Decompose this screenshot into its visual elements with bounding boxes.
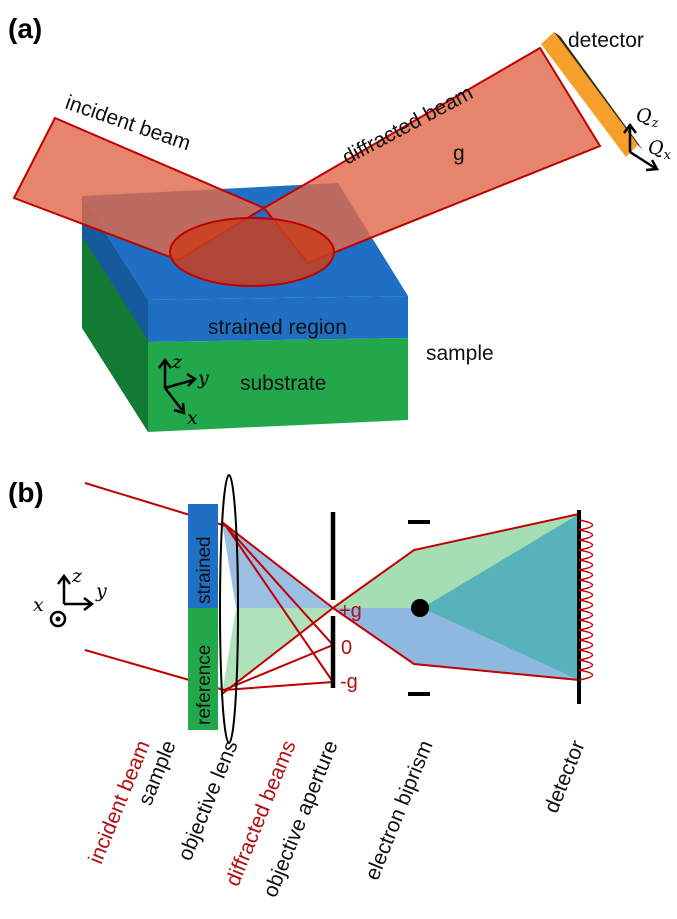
strained-front-face xyxy=(148,296,408,342)
substrate-label: substrate xyxy=(240,372,326,395)
interference-fringes xyxy=(578,519,594,681)
detector-plate xyxy=(541,32,643,157)
outer-beam-edge-bottom xyxy=(221,606,580,695)
axis-x-dot xyxy=(55,616,61,622)
substrate-front-face xyxy=(148,338,408,432)
axis-b-x-label: x xyxy=(33,594,44,616)
qx-label: Qx xyxy=(648,137,672,163)
zero-label: 0 xyxy=(341,637,352,659)
axis-b-y-label: y xyxy=(95,580,107,602)
axis-z-label: z xyxy=(171,351,183,373)
strained-side-face xyxy=(82,196,148,340)
axes-b xyxy=(49,573,95,628)
plus-g-label: +g xyxy=(339,600,362,622)
q-axes xyxy=(623,122,660,172)
strained-box xyxy=(188,504,218,608)
detector-bottom-label: detector xyxy=(540,737,590,816)
beam-overlap-region xyxy=(422,514,579,680)
qz-label: Qz xyxy=(636,105,659,131)
strained-label: strained xyxy=(194,536,215,604)
detector-label: detector xyxy=(568,29,644,52)
outer-beam-edge-top xyxy=(221,513,580,610)
axis-y-label: y xyxy=(197,367,209,389)
electron-biprism xyxy=(408,520,430,696)
panel-b-label: (b) xyxy=(8,477,44,508)
minus-g-label: -g xyxy=(340,671,358,693)
strained-region-label: strained region xyxy=(208,316,347,339)
axis-x-label: x xyxy=(187,407,198,429)
sample-axes xyxy=(158,357,197,415)
panel-a-label: (a) xyxy=(8,13,42,44)
electron-biprism-bottom-label: electron biprism xyxy=(361,737,438,883)
axis-b-z-label: z xyxy=(71,565,83,587)
reference-box xyxy=(188,608,218,730)
sample-label: sample xyxy=(426,342,494,365)
objective-lens xyxy=(219,474,239,744)
beam-footprint xyxy=(169,217,335,287)
reference-label: reference xyxy=(194,645,215,725)
diffracted-rays xyxy=(223,525,334,691)
objective-lens-bottom-label: objective lens xyxy=(174,737,243,864)
g-label: g xyxy=(453,142,465,165)
